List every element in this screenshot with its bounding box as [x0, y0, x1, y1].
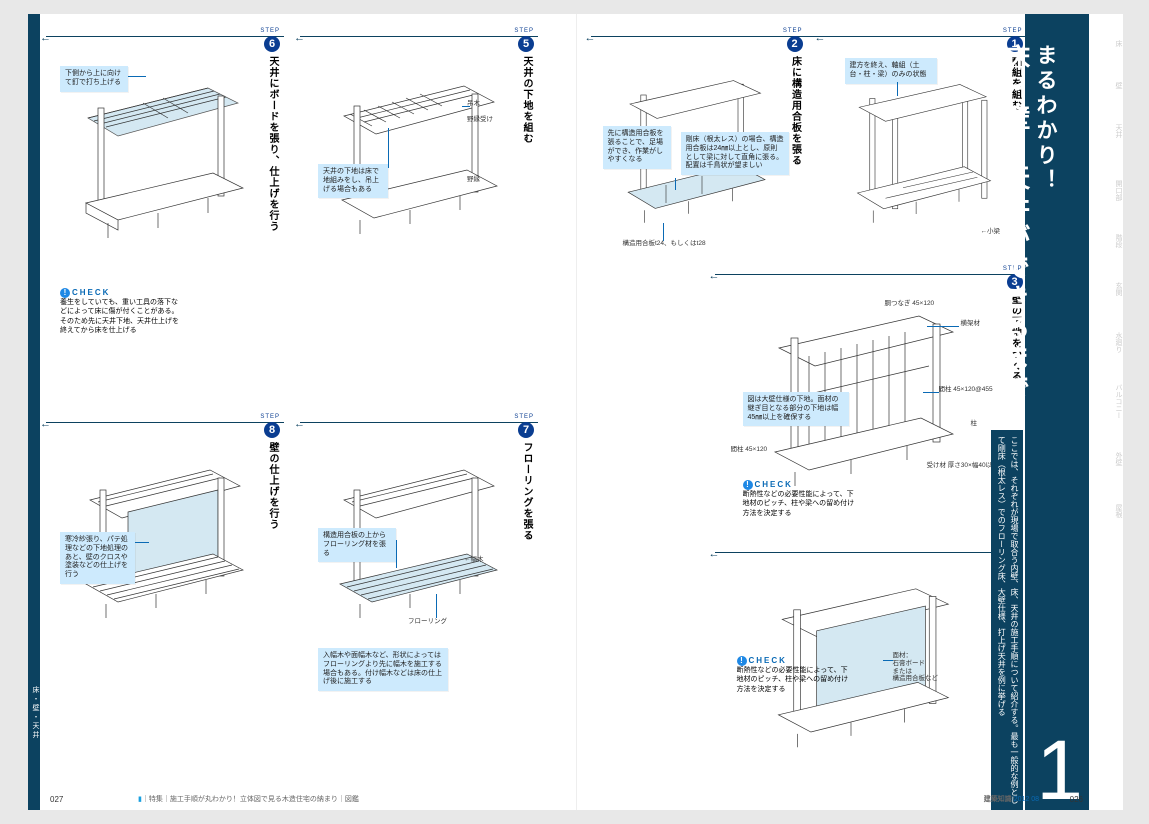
step-5: ← STEP 5 天井の下地を組む 吊木 野縁受け [312, 28, 534, 283]
step-number: 8 [264, 422, 280, 438]
diagram-step5 [312, 48, 512, 268]
diagram-note: 間柱 45×120@455 [939, 386, 993, 394]
check-icon: ! [743, 480, 753, 490]
tab-balcony[interactable]: バルコニー [1089, 378, 1123, 419]
step-8: ← STEP 8 壁の仕上げを行う 寒冷紗張り [58, 414, 280, 669]
step-4: ← STEP 4 面材を張る !CHECK 断熱性などの必要性能によって、下地材… [727, 544, 1023, 784]
step-3: ← STEP 3 壁の下地をつくる [727, 266, 1023, 546]
arrow-icon: ← [815, 32, 826, 44]
right-page: ← STEP 2 床に構造用合板を張る 先に構造用合板を張ることで、足場ができ、… [576, 14, 1124, 810]
tab-water[interactable]: 水廻り [1089, 326, 1123, 353]
callout: 下側から上に向けて釘で打ち上げる [60, 66, 128, 92]
arrow-icon: ← [709, 548, 720, 560]
arrow-icon: ← [585, 32, 596, 44]
tab-exterior[interactable]: 外壁 [1089, 446, 1123, 466]
callout: 構造用合板の上からフローリング材を張る [318, 528, 396, 562]
step-label: STEP [260, 414, 280, 420]
step-title: 天井にボードを張り、仕上げを行う [265, 56, 280, 232]
step-label: STEP [1003, 28, 1023, 34]
diagram-note: 横架材 [961, 320, 981, 328]
step-label: STEP [260, 28, 280, 34]
step-number: 2 [787, 36, 803, 52]
page-footer: 027 [50, 795, 63, 804]
left-strip-label: 床・壁・天井 [30, 686, 40, 740]
diagram-note: 野縁受け [467, 116, 493, 124]
diagram-note: 野縁 [467, 176, 480, 184]
step-number: 6 [264, 36, 280, 52]
check-icon: ! [60, 288, 70, 298]
check-label: CHECK [72, 288, 110, 297]
callout: 建方を終え、軸組（土台・柱・梁）のみの状態 [845, 58, 937, 84]
check-box: !CHECK 断熱性などの必要性能によって、下地材のピッチ、柱や梁への留め付け方… [743, 480, 861, 518]
step-number: 7 [518, 422, 534, 438]
tab-opening[interactable]: 開口部 [1089, 174, 1123, 201]
page-spread: 床・壁・天井 ← STEP 6 天井にボードを張り、仕上げを行う [28, 14, 1123, 810]
section-title: まるわかり！ 床・壁・天井ができるまで [998, 44, 1059, 404]
callout: 天井の下地は床で地組みをし、吊上げる場合もある [318, 164, 388, 198]
tab-ceiling[interactable]: 天井 [1089, 118, 1123, 138]
footer-magazine: 建築知識 2012 08 [984, 794, 1039, 804]
step-title: 床に構造用合板を張る [788, 56, 803, 166]
diagram-note: 構造用合板t24、もしくはt28 [623, 240, 706, 248]
step-title: 壁の仕上げを行う [265, 442, 280, 530]
step-label: STEP [783, 28, 803, 34]
step-label: STEP [514, 414, 534, 420]
check-text: 断熱性などの必要性能によって、下地材のピッチ、柱や梁への留め付け方法を決定する [737, 666, 855, 693]
step-title: フローリングを張る [519, 442, 534, 541]
arrow-icon: ← [294, 32, 305, 44]
step-title: 天井の下地を組む [519, 56, 534, 144]
check-text: 断熱性などの必要性能によって、下地材のピッチ、柱や梁への留め付け方法を決定する [743, 490, 861, 517]
footer-feature: ▮｜特集｜施工手順が丸わかり！立体図で見る木造住宅の納まり｜図鑑 [138, 794, 359, 804]
page-number: 027 [50, 795, 63, 804]
callout: 寒冷紗張り、パテ処理などの下地処理のあと、壁のクロスや塗装などの仕上げを行う [60, 532, 135, 584]
arrow-icon: ← [40, 32, 51, 44]
arrow-icon: ← [294, 418, 305, 430]
callout: 図は大壁仕様の下地。面材の継ぎ目となる部分の下地は幅45㎜以上を確保する [743, 392, 849, 426]
section-title-panel: まるわかり！ 床・壁・天井ができるまで 1 [1025, 14, 1089, 810]
check-label: CHECK [755, 480, 793, 489]
section-number: 1 [1036, 737, 1083, 804]
step-label: STEP [514, 28, 534, 34]
check-label: CHECK [749, 656, 787, 665]
step-7: ← STEP 7 フローリングを張る 構造用合板の上からフローリング材を張る [312, 414, 534, 669]
diagram-note: ←幅木 [464, 556, 484, 564]
arrow-icon: ← [40, 418, 51, 430]
check-text: 養生をしていても、重い工具の落下などによって床に傷が付くことがある。そのため先に… [60, 298, 180, 334]
tab-floor[interactable]: 床 [1089, 34, 1123, 47]
step-1: ← STEP 1 軸組を組む 建方を終え、軸組（土台・柱・梁）のみの状態 [833, 28, 1023, 283]
section-subtitle: ここでは、それぞれが現場で取合う内壁、床、天井の施工手順について紹介する。最も一… [991, 430, 1023, 810]
left-page: 床・壁・天井 ← STEP 6 天井にボードを張り、仕上げを行う [28, 14, 576, 810]
callout: 先に構造用合板を張ることで、足場ができ、作業がしやすくなる [603, 126, 671, 169]
step-6: ← STEP 6 天井にボードを張り、仕上げを行う 下側から上に向け [58, 28, 280, 283]
tab-stairs[interactable]: 階段 [1089, 228, 1123, 248]
page-footer: 026 [1070, 795, 1083, 804]
callout: 剛床（根太レス）の場合、構造用合板は24㎜以上とし、原則として梁に対して直角に張… [681, 132, 789, 175]
step-2: ← STEP 2 床に構造用合板を張る 先に構造用合板を張ることで、足場ができ、… [603, 28, 803, 283]
side-tabs: 床 壁 天井 開口部 階段 玄関 水廻り バルコニー 外壁 屋根 [1105, 14, 1123, 810]
left-edge-strip: 床・壁・天井 [28, 14, 40, 810]
tab-wall[interactable]: 壁 [1089, 76, 1123, 89]
diagram-note: 間柱 45×120 [731, 446, 768, 454]
tab-entrance[interactable]: 玄関 [1089, 276, 1123, 296]
arrow-icon: ← [709, 270, 720, 282]
diagram-note: 受け材 厚さ30×幅40以上 [927, 462, 999, 470]
check-box: !CHECK 養生をしていても、重い工具の落下などによって床に傷が付くことがある… [60, 288, 180, 335]
diagram-note: フローリング [408, 618, 447, 626]
callout: 入幅木や面幅木など、形状によってはフローリングより先に幅木を施工する場合もある。… [318, 648, 448, 691]
check-icon: ! [737, 656, 747, 666]
diagram-note: 面材： 石膏ボード または 構造用合板など [893, 652, 939, 683]
diagram-note: 柱 [971, 420, 978, 428]
diagram-note: 胴つなぎ 45×120 [885, 300, 935, 308]
check-box: !CHECK 断熱性などの必要性能によって、下地材のピッチ、柱や梁への留め付け方… [737, 656, 855, 694]
tab-roof[interactable]: 屋根 [1089, 498, 1123, 518]
page-number: 026 [1070, 795, 1083, 804]
step-number: 5 [518, 36, 534, 52]
